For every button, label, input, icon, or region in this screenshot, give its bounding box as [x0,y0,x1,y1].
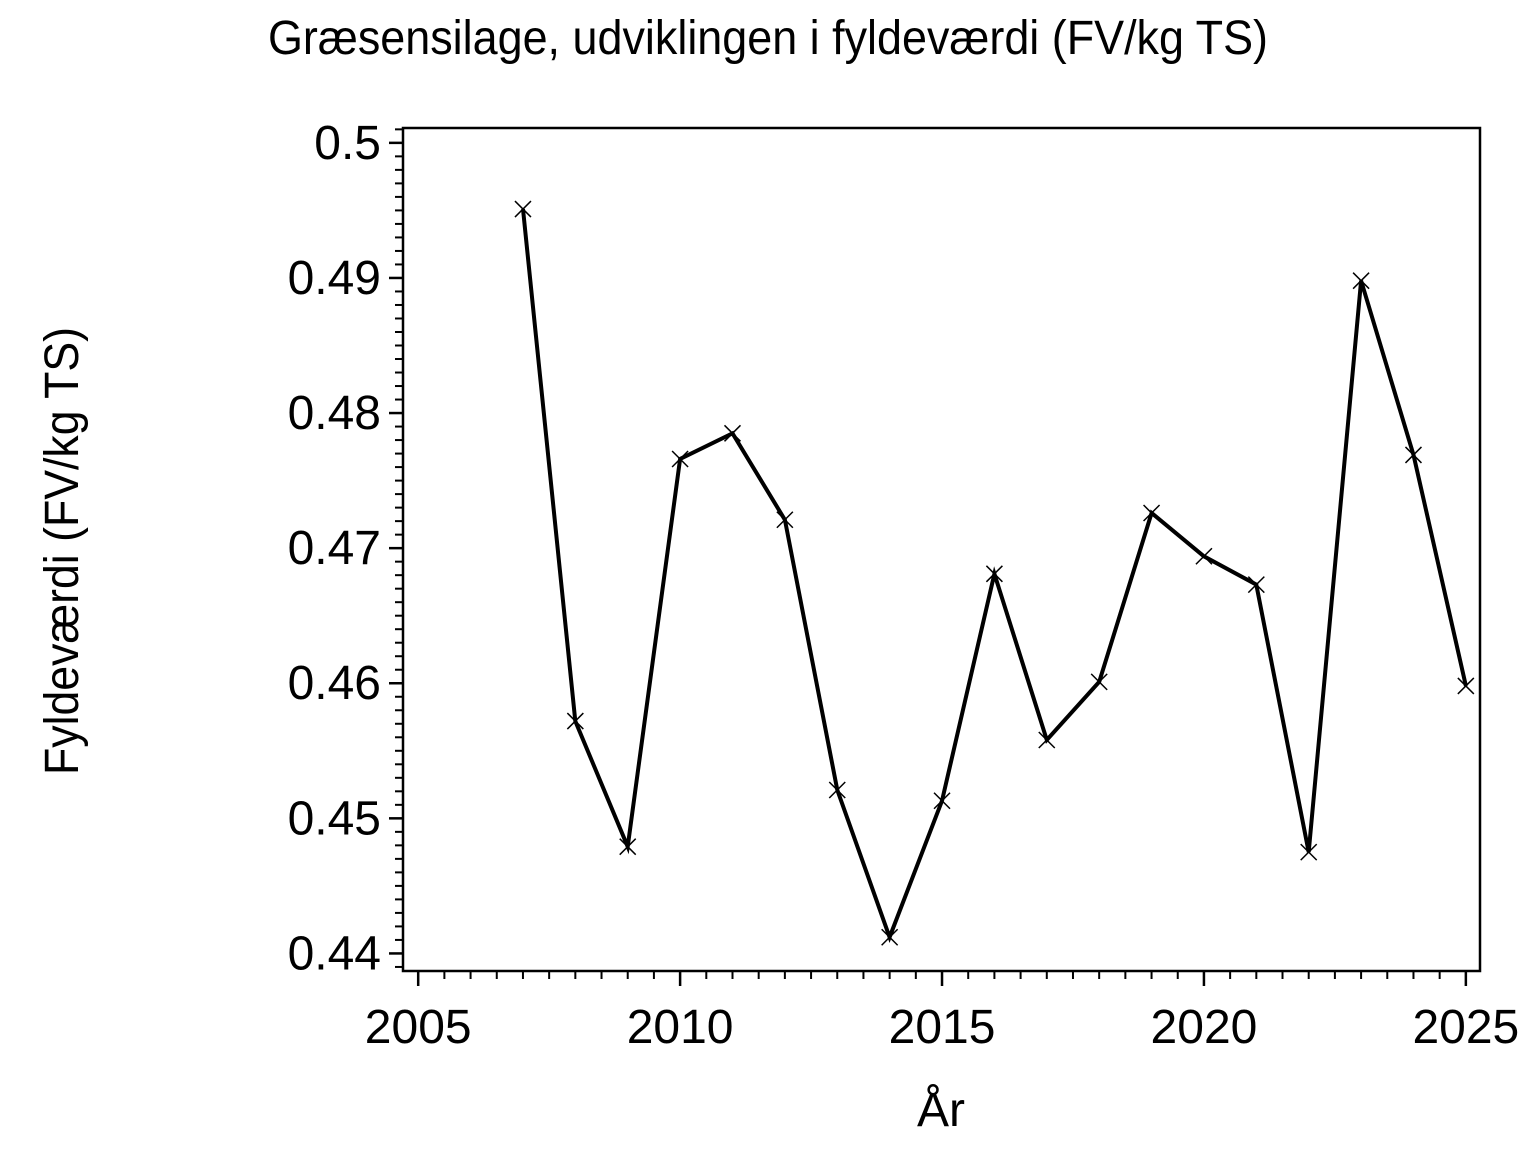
data-point-marker [1195,547,1213,565]
y-tick-label: 0.45 [288,792,381,845]
y-tick-label: 0.49 [288,252,381,305]
marker-stroke [619,838,637,856]
data-point-marker [1300,843,1318,861]
marker-stroke [1090,673,1108,691]
data-point-marker [1038,731,1056,749]
marker-stroke [671,450,689,468]
plot-frame [401,126,1482,973]
data-point-marker [828,781,846,799]
y-axis-label: Fyldeværdi (FV/kg TS) [36,327,89,775]
x-tick-label: 2015 [889,1001,996,1054]
chart-title: Græsensilage, udviklingen i fyldeværdi (… [268,12,1268,65]
marker-stroke [828,781,846,799]
marker-stroke [1195,547,1213,565]
x-tick-label: 2005 [365,1001,472,1054]
marker-stroke [1404,446,1423,464]
y-tick-label: 0.46 [288,657,381,710]
data-point-marker [723,424,742,442]
y-tick-label: 0.48 [288,387,381,440]
data-point-marker [1404,446,1423,464]
data-point-marker [1143,504,1161,522]
data-point-marker [1090,673,1108,691]
marker-stroke [1143,504,1161,522]
marker-stroke [776,511,794,529]
y-tick-label: 0.5 [314,117,381,170]
y-axis-major-ticks [389,141,403,955]
y-tick-label: 0.47 [288,522,381,575]
marker-stroke [933,792,951,810]
x-axis-major-ticks [416,971,1468,986]
marker-stroke [1457,677,1475,695]
x-tick-label: 2010 [627,1001,734,1054]
data-point-marker [1247,576,1265,594]
data-series-markers [514,200,1475,946]
marker-stroke [1352,272,1370,290]
marker-stroke [566,712,584,730]
data-point-marker [881,928,899,946]
y-tick-label: 0.44 [288,927,381,980]
data-point-marker [1457,677,1475,695]
x-axis-tick-labels: 2005 2010 2015 2020 2025 [365,1001,1519,1054]
marker-stroke [985,565,1003,583]
data-point-marker [671,450,689,468]
data-point-marker [619,838,637,856]
y-axis-tick-labels: 0.44 0.45 0.46 0.47 0.48 0.49 0.5 [288,117,381,981]
y-axis-minor-ticks [395,128,403,968]
x-axis-minor-ticks [443,971,1441,979]
data-point-marker [776,511,794,529]
data-point-marker [985,565,1003,583]
data-point-marker [933,792,951,810]
x-tick-label: 2025 [1412,1001,1519,1054]
x-tick-label: 2020 [1151,1001,1258,1054]
marker-stroke [1247,576,1265,594]
data-point-marker [514,200,532,218]
marker-stroke [1300,843,1318,861]
x-axis-label: År [917,1084,965,1137]
marker-stroke [881,928,899,946]
data-point-marker [1352,272,1370,290]
data-point-marker [566,712,584,730]
marker-stroke [514,200,532,218]
marker-stroke [723,424,742,442]
marker-stroke [1038,731,1056,749]
